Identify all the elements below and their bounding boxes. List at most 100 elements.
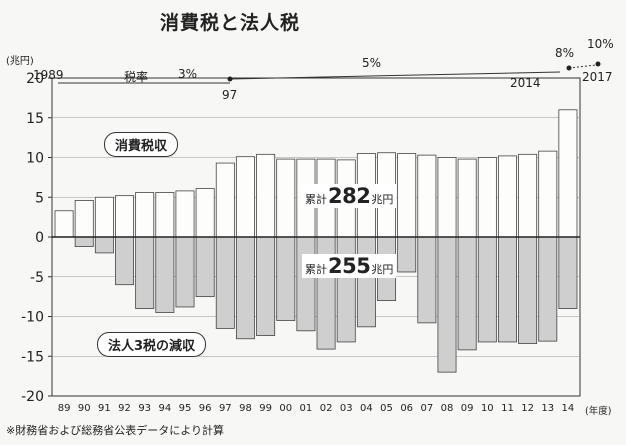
y-tick-label--20: -20 (21, 389, 44, 405)
consumption-total-unit: 兆円 (371, 193, 394, 206)
consumption-bar-98 (235, 156, 255, 238)
rate-3-percent: 3% (178, 67, 198, 81)
x-tick-label-89: 89 (58, 403, 71, 414)
x-tick-label-06: 06 (400, 403, 413, 414)
consumption-bar-10 (477, 157, 497, 238)
consumption-total-prefix: 累計 (305, 193, 327, 206)
consumption-bar-08 (437, 157, 457, 238)
corporate-bar-95 (175, 236, 195, 308)
x-tick-label-08: 08 (441, 403, 454, 414)
source-note: ※財務省および総務省公表データにより計算 (6, 424, 224, 437)
y-tick-labels: 20 15 10 5 0 -5 -10 -15 -20 (21, 71, 44, 405)
rate-2014-year: 2014 (510, 76, 541, 90)
corporate-bar-08 (437, 236, 457, 373)
y-tick-label--15: -15 (21, 349, 44, 365)
x-tick-label-07: 07 (420, 403, 433, 414)
rate-2014-marker (566, 65, 572, 71)
x-tick-label-96: 96 (199, 403, 212, 414)
x-tick-label-98: 98 (239, 403, 252, 414)
corporate-total-unit: 兆円 (371, 263, 394, 276)
x-tick-label-94: 94 (158, 403, 171, 414)
y-tick-label-5: 5 (35, 190, 44, 206)
x-tick-label-91: 91 (98, 403, 111, 414)
corporate-bar-96 (195, 236, 215, 298)
corporate-bar-98 (235, 236, 255, 340)
rate-start-year: 1989 (33, 68, 64, 82)
x-tick-labels: 89 90 91 92 93 94 95 96 97 98 99 00 01 02 03 04 05 06 07 08… (58, 403, 575, 414)
consumption-series-label: 消費税収 (104, 132, 179, 157)
x-tick-label-09: 09 (461, 403, 474, 414)
corporate-bar-94 (155, 236, 175, 313)
consumption-bar-14 (558, 109, 578, 238)
consumption-bar-91 (94, 196, 114, 238)
rate-8-percent: 8% (555, 46, 575, 60)
x-tick-label-13: 13 (541, 403, 554, 414)
corporate-bar-12 (518, 236, 538, 344)
bars (54, 109, 578, 373)
consumption-total-value: 282 (328, 184, 371, 208)
corporate-bar-04 (356, 236, 376, 328)
corporate-bar-10 (477, 236, 497, 343)
corporate-bar-91 (94, 236, 114, 254)
consumption-bar-96 (195, 188, 215, 238)
x-tick-label-04: 04 (360, 403, 373, 414)
consumption-bar-00 (276, 158, 296, 238)
consumption-bar-06 (397, 153, 417, 238)
consumption-bar-11 (497, 155, 517, 238)
corporate-bar-00 (276, 236, 296, 321)
x-tick-label-95: 95 (179, 403, 192, 414)
rate-2017-marker (595, 61, 601, 67)
corporate-series-label: 法人3税の減収 (97, 332, 207, 357)
corporate-bar-97 (215, 236, 235, 329)
corporate-total-value: 255 (328, 254, 371, 278)
consumption-bar-99 (256, 153, 276, 238)
corporate-bar-93 (135, 236, 155, 309)
consumption-bar-97 (215, 162, 235, 238)
corporate-bar-01 (296, 236, 316, 332)
consumption-bar-93 (135, 192, 155, 238)
rate-5-percent: 5% (362, 56, 382, 70)
x-tick-label-02: 02 (320, 403, 333, 414)
y-tick-label--5: -5 (30, 270, 44, 286)
consumption-bar-12 (518, 153, 538, 238)
x-tick-label-11: 11 (501, 403, 514, 414)
rate-label: 税率 (124, 70, 149, 84)
corporate-bar-03 (336, 236, 356, 343)
x-tick-label-92: 92 (118, 403, 131, 414)
x-axis-suffix: (年度) (585, 406, 612, 417)
rate-97-marker (227, 76, 233, 82)
rate-8-dash (568, 64, 597, 69)
x-tick-label-97: 97 (219, 403, 232, 414)
y-tick-label-15: 15 (26, 111, 44, 127)
rate-10-percent: 10% (587, 37, 614, 51)
x-tick-label-05: 05 (380, 403, 393, 414)
x-tick-label-93: 93 (138, 403, 151, 414)
y-tick-label-0: 0 (35, 230, 44, 246)
x-tick-label-03: 03 (340, 403, 353, 414)
consumption-bar-07 (417, 154, 437, 238)
corporate-bar-09 (457, 236, 477, 351)
chart-title: 消費税と法人税 (160, 12, 301, 34)
corporate-bar-99 (256, 236, 276, 336)
rate-2017-year: 2017 (582, 70, 613, 84)
corporate-total-prefix: 累計 (305, 263, 327, 276)
consumption-bar-09 (457, 158, 477, 238)
x-tick-label-12: 12 (521, 403, 534, 414)
corporate-bar-92 (115, 236, 135, 286)
y-axis-unit: (兆円) (6, 56, 34, 67)
consumption-total: 累計 282 兆円 (302, 184, 397, 208)
x-tick-label-00: 00 (279, 403, 292, 414)
consumption-bar-89 (54, 210, 74, 238)
rate-97-year: 97 (222, 88, 238, 102)
consumption-bar-90 (74, 200, 94, 238)
corporate-bar-06 (397, 236, 417, 273)
corporate-bar-90 (74, 236, 94, 247)
x-tick-label-90: 90 (78, 403, 91, 414)
corporate-bar-14 (558, 236, 578, 309)
corporate-bar-13 (538, 236, 558, 342)
x-tick-label-10: 10 (481, 403, 494, 414)
consumption-bar-95 (175, 190, 195, 238)
consumption-bar-13 (538, 150, 558, 238)
x-tick-label-99: 99 (259, 403, 272, 414)
